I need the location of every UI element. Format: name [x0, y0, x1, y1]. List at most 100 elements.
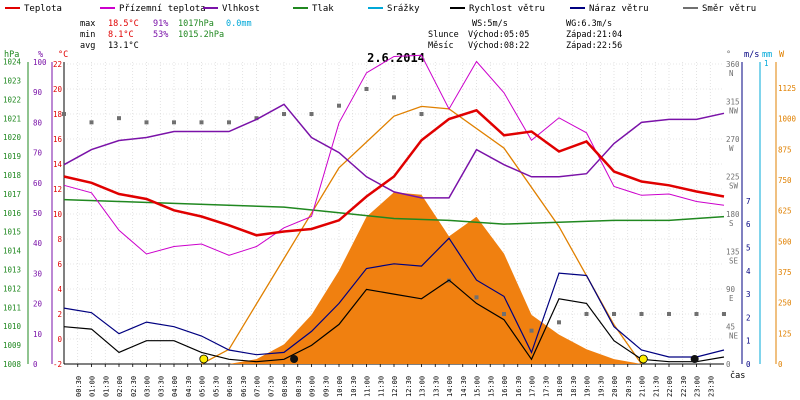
tick-label-time: 16:30: [515, 376, 523, 397]
wind-direction-point: [364, 87, 369, 92]
tick-label-pct: 70: [33, 149, 43, 158]
tick-label-hpa: 1023: [3, 77, 21, 86]
tick-label-time: 18:30: [570, 376, 578, 397]
tick-label-time: 06:00: [226, 376, 234, 397]
tick-label-temp: 12: [53, 185, 62, 194]
tick-label-hpa: 1015: [3, 228, 21, 237]
wind-direction-point: [529, 328, 534, 333]
tick-label-direction: 270: [726, 135, 740, 144]
tick-label-time: 05:00: [199, 376, 207, 397]
tick-label-time: 19:30: [597, 376, 605, 397]
tick-label-ms: 2: [746, 313, 751, 322]
tick-label-ms: 0: [746, 360, 751, 369]
tick-label-hpa: 1022: [3, 95, 21, 104]
stat-min-press: 1015.2hPa: [178, 30, 224, 40]
tick-label-time: 07:30: [267, 376, 275, 397]
tick-label-time: 18:00: [556, 376, 564, 397]
tick-label-hpa: 1020: [3, 133, 22, 142]
tick-label-time: 08:00: [281, 376, 289, 397]
stat-max-rain: 0.0mm: [226, 19, 252, 29]
tick-label-direction: 90: [726, 285, 736, 294]
tick-label-direction-name: NE: [729, 332, 739, 341]
stat-avg-temp: 13.1°C: [108, 41, 139, 51]
tick-label-ms: 4: [746, 267, 751, 276]
tick-label-pct: 0: [33, 360, 38, 369]
tick-label-time: 12:00: [391, 376, 399, 397]
legend-label-srazky: Srážky: [387, 4, 420, 14]
tick-label-time: 04:00: [171, 376, 179, 397]
wind-direction-point: [89, 120, 94, 125]
axis-mm-label: mm: [762, 50, 772, 60]
tick-label-time: 12:30: [405, 376, 413, 397]
stat-max-temp: 18.5°C: [108, 19, 139, 29]
legend-label-vlhkost: Vlhkost: [222, 4, 260, 14]
stat-max-press: 1017hPa: [178, 19, 214, 29]
tick-label-time: 13:30: [432, 376, 440, 397]
wind-direction-point: [282, 112, 286, 117]
legend-label-tlak: Tlak: [312, 4, 334, 14]
axis-deg-label: °: [726, 50, 731, 60]
tick-label-time: 02:00: [116, 376, 124, 397]
tick-label-time: 05:30: [212, 376, 220, 397]
wind-direction-point: [722, 312, 726, 317]
chart-title: 2.6.2014: [367, 51, 425, 65]
tick-label-temp: -2: [53, 360, 62, 369]
stat-min-temp: 8.1°C: [108, 30, 134, 40]
wind-direction-point: [584, 312, 589, 317]
wind-direction-point: [144, 120, 149, 125]
wind-direction-point: [172, 120, 176, 125]
tick-label-w: 375: [778, 268, 792, 277]
moon-rise: Východ:08:22: [468, 41, 529, 51]
tick-label-temp: 20: [53, 85, 63, 94]
tick-label-pct: 10: [33, 330, 43, 339]
plot-area: [62, 54, 726, 365]
sunrise-marker: [199, 354, 209, 364]
tick-label-hpa: 1019: [3, 152, 21, 161]
tick-label-pct: 100: [33, 58, 47, 67]
series-rychlost-vetru-line: [63, 279, 725, 363]
astro-info: WS:5m/s WG:6.3m/s Slunce Východ:05:05 Zá…: [428, 19, 622, 51]
tick-label-pct: 60: [33, 179, 43, 188]
tick-label-time: 02:30: [130, 376, 138, 397]
sun-rise: Východ:05:05: [468, 30, 529, 40]
tick-label-w: 1000: [778, 115, 797, 124]
tick-label-time: 14:30: [460, 376, 468, 397]
wind-direction-point: [557, 320, 561, 325]
tick-label-time: 20:30: [625, 376, 633, 397]
wind-direction-point: [254, 116, 259, 121]
tick-label-direction-name: NW: [729, 107, 739, 116]
stat-max-hum: 91%: [153, 19, 168, 29]
tick-label-time: 14:00: [446, 376, 454, 397]
axis-w-label: W: [779, 50, 785, 60]
axis-temp-label: °C: [58, 50, 68, 60]
legend-label-rychlost-vetru: Rychlost větru: [469, 4, 545, 14]
tick-label-time: 17:00: [529, 376, 537, 397]
tick-label-mm: 1: [764, 59, 769, 68]
tick-label-direction: 225: [726, 173, 740, 182]
tick-label-pct: 20: [33, 300, 43, 309]
stat-min-label: min: [80, 30, 95, 40]
tick-label-w: 1125: [778, 84, 796, 93]
wind-direction-point: [419, 112, 424, 117]
legend-label-smer-vetru: Směr větru: [702, 4, 756, 14]
wind-direction-point: [694, 312, 699, 317]
tick-label-time: 22:30: [680, 376, 688, 397]
tick-label-direction: 135: [726, 248, 740, 257]
tick-label-temp: 8: [57, 235, 62, 244]
tick-label-hpa: 1024: [3, 58, 22, 67]
tick-label-time: 11:00: [364, 376, 372, 397]
tick-label-hpa: 1011: [3, 303, 21, 312]
tick-label-hpa: 1016: [3, 209, 22, 218]
tick-label-time: 08:30: [295, 376, 303, 397]
stat-avg-label: avg: [80, 41, 95, 51]
legend-label-prizemni-teplota: Přízemní teplota: [119, 4, 206, 14]
tick-label-pct: 40: [33, 239, 43, 248]
sunset-marker: [638, 354, 648, 364]
stat-min-hum: 53%: [153, 30, 168, 40]
tick-label-hpa: 1013: [3, 266, 21, 275]
tick-label-direction: 315: [726, 98, 740, 107]
wind-direction-point: [392, 95, 396, 100]
tick-label-direction: 180: [726, 210, 740, 219]
sun-set: Západ:21:04: [566, 30, 622, 40]
